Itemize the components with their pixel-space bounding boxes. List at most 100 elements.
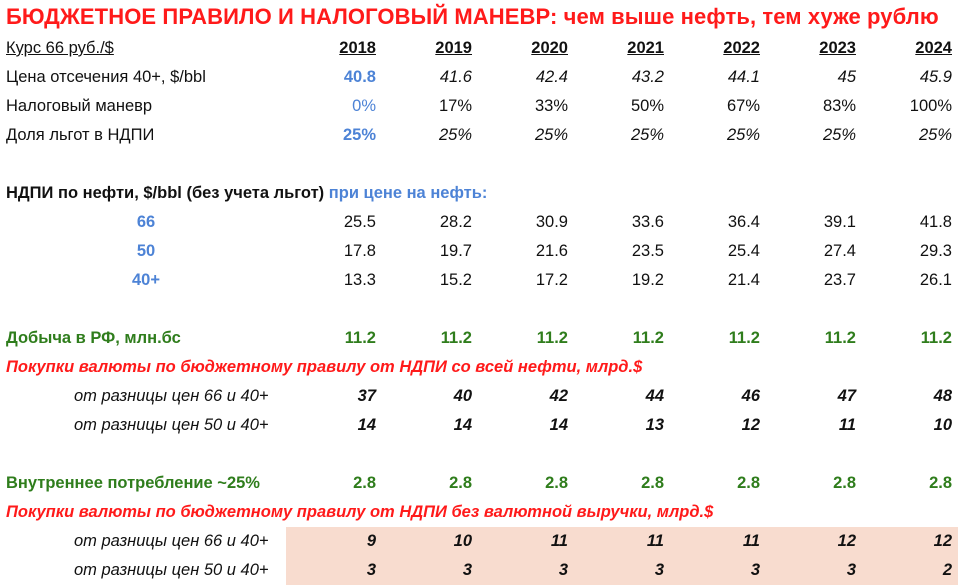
spacer-row: [6, 440, 958, 469]
purchases-value: 42: [549, 387, 568, 405]
year-header: 2023: [819, 39, 856, 57]
header-row: Курс 66 руб./$ 2018 2019 2020 2021 2022 …: [6, 34, 958, 63]
page-title: БЮДЖЕТНОЕ ПРАВИЛО И НАЛОГОВЫЙ МАНЕВР: че…: [6, 4, 954, 34]
purchases-value: 14: [357, 416, 376, 434]
spacer-row: [6, 295, 958, 324]
year-header: 2019: [435, 39, 472, 57]
purchases-value: 44: [645, 387, 664, 405]
domestic-value: 2.8: [737, 474, 760, 492]
purchases-value: 11: [574, 527, 670, 556]
purchases-value: 13: [645, 416, 664, 434]
production-value: 11.2: [920, 329, 952, 347]
domestic-value: 2.8: [929, 474, 952, 492]
production-row: Добыча в РФ, млн.бс 11.2 11.2 11.2 11.2 …: [6, 324, 958, 353]
ndpi-value: 29.3: [919, 242, 952, 260]
domestic-label: Внутреннее потребление ~25%: [6, 474, 260, 492]
maneuver-value: 0%: [352, 97, 376, 115]
maneuver-value: 17%: [438, 97, 472, 115]
budget-rule-table: Курс 66 руб./$ 2018 2019 2020 2021 2022 …: [6, 34, 958, 585]
cutoff-value: 44.1: [727, 68, 760, 86]
purchases-value: 3: [286, 556, 382, 585]
cutoff-value: 45: [837, 68, 856, 86]
maneuver-label: Налоговый маневр: [6, 97, 153, 115]
purchases-value: 12: [862, 527, 958, 556]
ndpi-value: 23.5: [631, 242, 664, 260]
production-label: Добыча в РФ, млн.бс: [6, 329, 181, 347]
exchange-rate-label: Курс 66 руб./$: [6, 39, 114, 57]
ndpi-value: 23.7: [823, 271, 856, 289]
ndpi-value: 19.7: [439, 242, 472, 260]
cutoff-value: 45.9: [919, 68, 952, 86]
ndpi-value: 30.9: [535, 213, 568, 231]
maneuver-row: Налоговый маневр 0% 17% 33% 50% 67% 83% …: [6, 92, 958, 121]
ndpi-value: 25.5: [343, 213, 376, 231]
purchases-all-row-66: от разницы цен 66 и 40+ 37 40 42 44 46 4…: [6, 382, 958, 411]
benefits-value: 25%: [342, 126, 376, 144]
ndpi-value: 41.8: [919, 213, 952, 231]
title-sub: чем выше нефть, тем хуже рублю: [557, 4, 939, 29]
domestic-value: 2.8: [833, 474, 856, 492]
purchases-value: 37: [357, 387, 376, 405]
domestic-value: 2.8: [449, 474, 472, 492]
purchases-value: 9: [286, 527, 382, 556]
benefits-value: 25%: [630, 126, 664, 144]
benefits-value: 25%: [438, 126, 472, 144]
maneuver-value: 100%: [909, 97, 952, 115]
ndpi-value: 26.1: [919, 271, 952, 289]
year-header: 2024: [915, 39, 952, 57]
purchases-row-label: от разницы цен 50 и 40+: [74, 561, 269, 579]
benefits-value: 25%: [822, 126, 856, 144]
oil-price-label: 50: [136, 242, 156, 260]
ndpi-value: 21.4: [727, 271, 760, 289]
maneuver-value: 67%: [726, 97, 760, 115]
production-value: 11.2: [728, 329, 760, 347]
maneuver-value: 33%: [534, 97, 568, 115]
benefits-label: Доля льгот в НДПИ: [6, 126, 155, 144]
purchases-value: 12: [766, 527, 862, 556]
purchases-value: 11: [478, 527, 574, 556]
oil-price-label: 66: [136, 213, 156, 231]
ndpi-heading-blue: при цене на нефть:: [324, 184, 488, 202]
domestic-value: 2.8: [353, 474, 376, 492]
purchases-value: 11: [670, 527, 766, 556]
purchases-value: 3: [670, 556, 766, 585]
domestic-value: 2.8: [641, 474, 664, 492]
ndpi-heading-row: НДПИ по нефти, $/bbl (без учета льгот) п…: [6, 179, 958, 208]
purchases-all-row-50: от разницы цен 50 и 40+ 14 14 14 13 12 1…: [6, 411, 958, 440]
ndpi-heading: НДПИ по нефти, $/bbl (без учета льгот) п…: [6, 179, 958, 208]
domestic-value: 2.8: [545, 474, 568, 492]
year-header: 2021: [627, 39, 664, 57]
purchases-value: 2: [862, 556, 958, 585]
cutoff-value: 42.4: [535, 68, 568, 86]
purchases-value: 47: [837, 387, 856, 405]
ndpi-value: 27.4: [823, 242, 856, 260]
ndpi-value: 21.6: [535, 242, 568, 260]
ndpi-row-66: 66 25.5 28.2 30.9 33.6 36.4 39.1 41.8: [6, 208, 958, 237]
purchases-noexport-row-50: от разницы цен 50 и 40+ 3 3 3 3 3 3 2: [6, 556, 958, 585]
benefits-value: 25%: [726, 126, 760, 144]
ndpi-value: 25.4: [727, 242, 760, 260]
cutoff-row: Цена отсечения 40+, $/bbl 40.8 41.6 42.4…: [6, 63, 958, 92]
purchases-noexport-heading: Покупки валюты по бюджетному правилу от …: [6, 503, 714, 521]
maneuver-value: 83%: [822, 97, 856, 115]
ndpi-value: 17.8: [343, 242, 376, 260]
title-main: БЮДЖЕТНОЕ ПРАВИЛО И НАЛОГОВЫЙ МАНЕВР:: [6, 4, 558, 29]
ndpi-value: 39.1: [823, 213, 856, 231]
ndpi-heading-black: НДПИ по нефти, $/bbl (без учета льгот): [6, 184, 325, 202]
ndpi-row-50: 50 17.8 19.7 21.6 23.5 25.4 27.4 29.3: [6, 237, 958, 266]
purchases-value: 40: [453, 387, 472, 405]
purchases-value: 3: [382, 556, 478, 585]
purchases-value: 10: [933, 416, 952, 434]
ndpi-value: 36.4: [727, 213, 760, 231]
production-value: 11.2: [824, 329, 856, 347]
purchases-row-label: от разницы цен 66 и 40+: [74, 387, 269, 405]
cutoff-label: Цена отсечения 40+, $/bbl: [6, 68, 206, 86]
purchases-row-label: от разницы цен 50 и 40+: [74, 416, 269, 434]
production-value: 11.2: [344, 329, 376, 347]
purchases-value: 46: [741, 387, 760, 405]
ndpi-value: 17.2: [535, 271, 568, 289]
purchases-noexport-heading-row: Покупки валюты по бюджетному правилу от …: [6, 498, 958, 527]
ndpi-value: 33.6: [631, 213, 664, 231]
purchases-value: 3: [766, 556, 862, 585]
